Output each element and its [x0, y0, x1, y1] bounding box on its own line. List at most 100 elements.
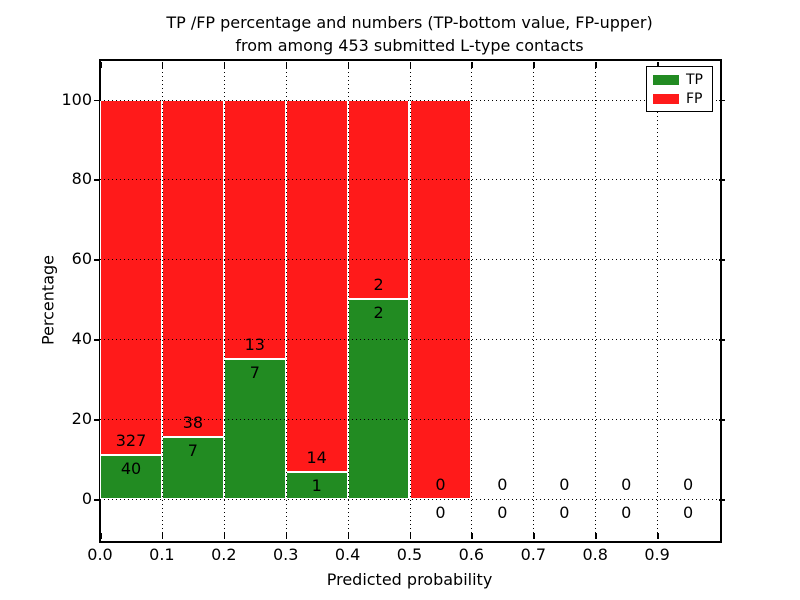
grid-line-vertical	[471, 60, 473, 540]
x-axis-label: Predicted probability	[326, 570, 493, 589]
x-tick-mark	[161, 532, 164, 539]
x-tick-label: 0.0	[87, 545, 113, 564]
chart-title: TP /FP percentage and numbers (TP-bottom…	[100, 11, 719, 57]
y-tick-label: 100	[61, 89, 92, 109]
x-tick-mark	[533, 532, 535, 539]
chart-title-line2: from among 453 submitted L-type contacts	[235, 36, 584, 55]
x-tick-label: 0.6	[458, 545, 485, 564]
bar-fp	[347, 99, 410, 300]
fp-count-label: 0	[683, 475, 694, 494]
tp-count-label: 1	[311, 476, 322, 496]
y-tick-mark	[719, 499, 725, 501]
tp-count-label: 0	[497, 503, 508, 522]
tp-count-label: 7	[187, 440, 198, 460]
x-tick-mark	[161, 61, 164, 68]
bar-fp	[409, 99, 472, 499]
x-tick-label: 0.8	[582, 545, 608, 564]
y-tick-mark	[719, 259, 725, 261]
y-tick-mark	[94, 339, 100, 341]
fp-count-label: 38	[182, 412, 204, 432]
x-tick-mark	[285, 532, 288, 539]
y-tick-label: 40	[71, 329, 92, 349]
y-tick-label: 80	[71, 169, 92, 189]
grid-line-vertical	[409, 60, 411, 540]
bar-fp	[161, 99, 224, 437]
x-tick-mark	[347, 61, 350, 68]
fp-count-label: 13	[244, 335, 265, 355]
tp-count-label: 0	[683, 503, 694, 522]
x-tick-mark	[223, 532, 226, 539]
x-tick-label: 0.2	[211, 545, 237, 564]
bar-tp	[347, 299, 410, 499]
grid-line-horizontal	[100, 419, 719, 421]
x-tick-mark	[533, 61, 535, 68]
bar-fp	[100, 99, 162, 456]
grid-line-vertical	[533, 60, 535, 540]
x-tick-label: 0.5	[396, 545, 423, 564]
grid-line-horizontal	[100, 499, 719, 500]
x-tick-label: 0.9	[644, 545, 670, 564]
tp-count-label: 0	[435, 503, 446, 522]
x-tick-mark	[100, 532, 102, 539]
y-tick-mark	[94, 99, 100, 101]
x-tick-mark	[100, 61, 102, 68]
y-tick-label: 0	[81, 489, 92, 508]
tp-count-label: 0	[559, 503, 570, 522]
fp-count-label: 0	[497, 475, 508, 494]
x-tick-mark	[347, 532, 350, 539]
x-tick-mark	[285, 61, 288, 68]
fp-count-label: 327	[115, 431, 147, 451]
grid-line-vertical	[285, 60, 287, 540]
x-tick-label: 0.3	[272, 545, 299, 564]
x-tick-label: 0.7	[520, 545, 547, 564]
x-tick-mark	[409, 61, 411, 68]
y-tick-label: 60	[71, 249, 92, 269]
fp-count-label: 0	[559, 475, 570, 494]
y-tick-mark	[719, 419, 725, 421]
grid-line-vertical	[161, 60, 163, 540]
x-tick-mark	[471, 532, 473, 539]
bar-tp	[285, 472, 348, 499]
grid-line-horizontal	[100, 339, 719, 341]
fp-count-label: 14	[306, 448, 327, 468]
bar-fp	[223, 99, 286, 360]
fp-count-label: 2	[373, 275, 384, 295]
grid-line-vertical	[595, 60, 597, 540]
tp-count-label: 40	[120, 459, 142, 479]
grid-line-vertical	[657, 60, 659, 540]
y-tick-mark	[719, 179, 725, 181]
grid-line-horizontal	[100, 179, 719, 181]
x-tick-label: 0.4	[334, 545, 361, 564]
fp-count-label: 0	[621, 475, 632, 494]
x-tick-label: 0.1	[149, 545, 175, 564]
x-tick-mark	[595, 61, 597, 68]
x-tick-mark	[471, 61, 473, 68]
x-tick-mark	[657, 61, 659, 68]
x-tick-mark	[223, 61, 226, 68]
grid-line-horizontal	[100, 99, 719, 101]
y-tick-mark	[719, 339, 725, 341]
legend-label-tp: TP	[686, 71, 703, 88]
y-tick-mark	[719, 99, 725, 101]
legend-swatch-tp-icon	[653, 74, 679, 85]
bar-fp	[285, 99, 348, 473]
legend-label-fp: FP	[686, 90, 703, 107]
legend-entry-fp: FP	[653, 91, 706, 107]
x-tick-mark	[657, 532, 659, 539]
chart-title-line1: TP /FP percentage and numbers (TP-bottom…	[166, 13, 653, 32]
tp-count-label: 0	[621, 503, 632, 522]
y-tick-mark	[94, 419, 100, 421]
legend: TP FP	[646, 66, 713, 112]
grid-line-vertical	[223, 60, 225, 540]
y-tick-mark	[94, 499, 100, 501]
tp-count-label: 7	[249, 363, 260, 383]
legend-entry-tp: TP	[653, 72, 706, 88]
bar-tp	[223, 359, 286, 499]
x-tick-mark	[409, 532, 411, 539]
grid-line-horizontal	[100, 259, 719, 261]
fp-count-label: 0	[435, 475, 446, 494]
y-tick-mark	[94, 259, 100, 261]
tp-count-label: 2	[373, 303, 384, 323]
x-tick-mark	[595, 532, 597, 539]
